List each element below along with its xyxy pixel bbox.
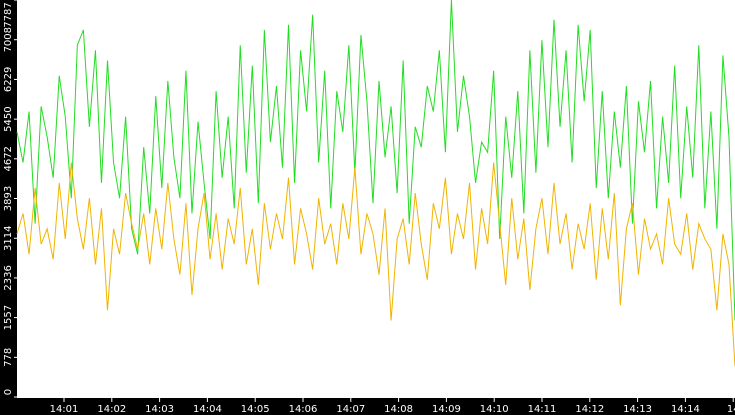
series-line	[16, 0, 735, 321]
y-tick-label: 3114	[3, 226, 14, 251]
x-tick-label: 14:03	[145, 404, 174, 415]
x-tick-label: 14:13	[623, 404, 652, 415]
y-tick-label: 6229	[3, 67, 14, 92]
x-tick-label: 14:11	[528, 404, 557, 415]
y-tick-label: 7787	[3, 2, 14, 27]
y-tick-label: 778	[3, 348, 14, 367]
y-tick-label: 7008	[3, 27, 14, 52]
y-tick-label: 1557	[3, 305, 14, 330]
x-tick-label: 14:09	[432, 404, 461, 415]
x-tick-label: 14:02	[97, 404, 126, 415]
series-line	[16, 162, 735, 367]
y-tick-label: 3893	[3, 186, 14, 211]
x-tick-label: 14:12	[575, 404, 604, 415]
x-tick-label: 14:04	[193, 404, 222, 415]
y-tick-label: 2336	[3, 265, 14, 290]
y-tick-label: 5450	[3, 106, 14, 131]
x-tick-label: 14:05	[241, 404, 270, 415]
x-tick-label: 14:07	[336, 404, 365, 415]
y-tick-label: 0	[3, 389, 14, 395]
x-tick-label: 14:14	[671, 404, 700, 415]
x-tick-label: 14:01	[50, 404, 79, 415]
plot-area	[17, 0, 735, 398]
x-tick-label: 14:06	[289, 404, 318, 415]
x-tick-label: 14:10	[480, 404, 509, 415]
x-tick-label: 14	[727, 404, 735, 415]
x-tick-label: 14:08	[384, 404, 413, 415]
y-tick-label: 4672	[3, 146, 14, 171]
